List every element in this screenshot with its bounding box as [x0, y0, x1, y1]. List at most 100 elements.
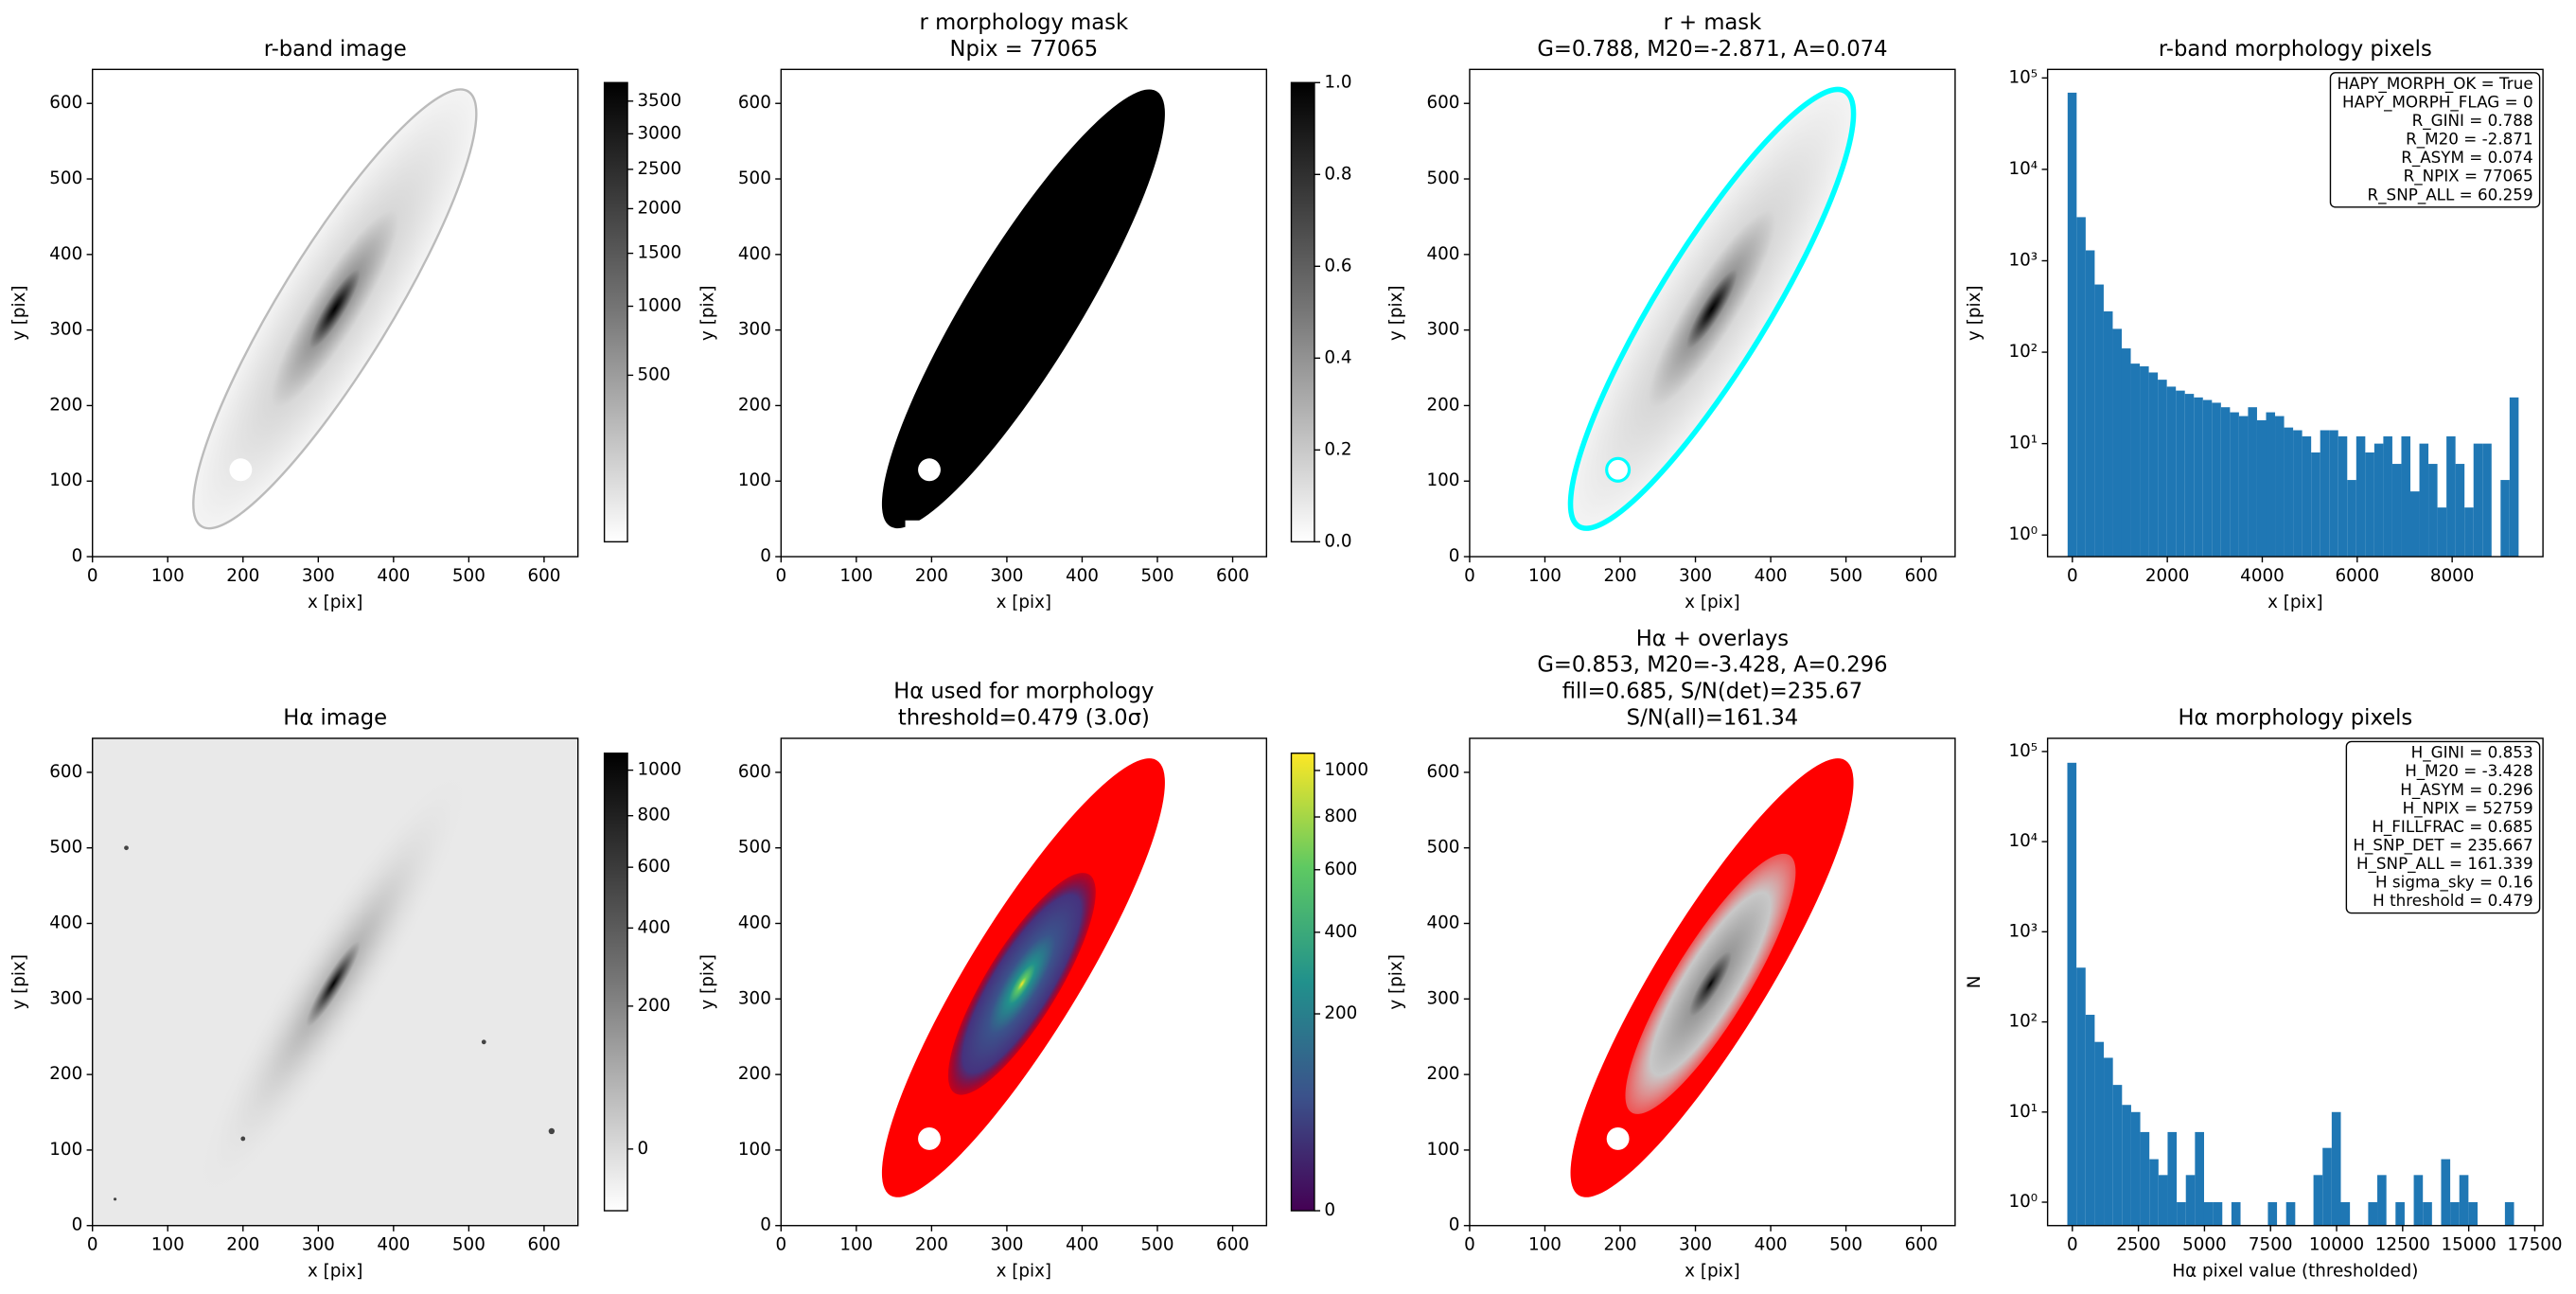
bar	[2437, 507, 2447, 558]
y-tick-label: 10¹	[2009, 434, 2038, 453]
y-tick-label: 200	[1427, 395, 1460, 415]
y-tick-label: 600	[738, 93, 771, 113]
bar	[2121, 348, 2131, 558]
axes-frame	[1469, 68, 1956, 558]
y-tick-label: 300	[49, 320, 82, 340]
x-tick-label: 2000	[2145, 566, 2190, 586]
y-tick-label: 600	[49, 93, 82, 113]
x-tick-label: 0	[1464, 566, 1475, 586]
y-tick-label: 0	[1449, 1215, 1460, 1235]
panel: 0 100 200 300 400 500 600 0 100 200 300 400 500 600 x …	[698, 10, 1352, 612]
x-axis-label: x [pix]	[2267, 593, 2323, 612]
x-tick-label: 200	[915, 1235, 948, 1255]
y-tick-label: 100	[49, 1140, 82, 1160]
core	[1625, 853, 1796, 1114]
bar	[2085, 1015, 2095, 1226]
panel-title: Hα image	[283, 706, 387, 731]
y-tick-label: 10⁵	[2009, 741, 2038, 761]
y-tick-label: 10³	[2009, 250, 2038, 270]
x-tick-label: 0	[2067, 566, 2078, 586]
stats-line: H threshold = 0.479	[2373, 891, 2532, 910]
bar	[2130, 1111, 2141, 1226]
bar	[2446, 435, 2456, 558]
y-tick-label: 100	[49, 470, 82, 490]
y-tick-label: 100	[738, 470, 771, 490]
colorbar-tick-label: 0	[638, 1139, 649, 1159]
bar	[2377, 1175, 2387, 1226]
stats-line: R_ASYM = 0.074	[2401, 148, 2532, 168]
x-tick-label: 200	[226, 566, 259, 586]
x-tick-label: 300	[1679, 1235, 1712, 1255]
colorbar-tick-label: 200	[1324, 1003, 1357, 1023]
x-tick-label: 8000	[2430, 566, 2475, 586]
galaxy	[197, 770, 469, 1198]
bar	[2482, 443, 2492, 558]
colorbar-tick-label: 600	[1324, 860, 1357, 879]
image	[1570, 758, 1854, 1197]
bar	[2122, 1105, 2131, 1226]
x-tick-label: 0	[775, 566, 786, 586]
colorbar	[603, 752, 628, 1212]
x-tick-label: 7500	[2249, 1235, 2293, 1255]
x-tick-label: 400	[1066, 566, 1099, 586]
bar	[2112, 328, 2122, 558]
colorbar-tick-label: 0.8	[1324, 164, 1351, 184]
image	[1567, 86, 1857, 531]
bar	[2202, 399, 2213, 558]
y-tick-label: 500	[1427, 168, 1460, 188]
x-tick-label: 300	[302, 566, 335, 586]
bar	[2320, 430, 2330, 558]
y-tick-label: 0	[72, 546, 83, 566]
x-tick-label: 500	[1141, 1235, 1174, 1255]
stats-line: H_M20 = -3.428	[2405, 761, 2532, 781]
bar	[2441, 1159, 2451, 1226]
bar	[2148, 372, 2159, 558]
bar	[2194, 397, 2203, 558]
bar	[2256, 419, 2267, 558]
bar	[2293, 430, 2303, 558]
y-tick-label: 100	[1427, 470, 1460, 490]
masked-star	[1606, 1126, 1630, 1150]
panel-title: G=0.788, M20=-2.871, A=0.074	[1537, 37, 1887, 62]
image-area	[92, 737, 578, 1226]
star	[124, 845, 129, 851]
panel-title: S/N(all)=161.34	[1627, 706, 1799, 731]
bar	[2347, 480, 2356, 558]
x-tick-label: 2500	[2116, 1235, 2161, 1255]
image	[192, 88, 478, 530]
y-tick-label: 400	[1427, 913, 1460, 933]
x-axis-label: Hα pixel value (thresholded)	[2172, 1262, 2418, 1282]
bar	[2104, 1057, 2113, 1226]
bar	[2401, 435, 2410, 558]
x-tick-label: 400	[377, 1235, 410, 1255]
y-tick-label: 300	[738, 988, 771, 1008]
panel-title: G=0.853, M20=-3.428, A=0.296	[1537, 653, 1887, 678]
mask-notch	[905, 520, 940, 535]
colorbar-tick-label: 2500	[638, 159, 682, 179]
stats-line: HAPY_MORPH_FLAG = 0	[2342, 93, 2533, 113]
y-tick-label: 100	[1427, 1140, 1460, 1160]
y-axis-label: y [pix]	[698, 954, 718, 1010]
panel: 0 2000 4000 6000 8000 10⁰ 10¹ 10² 10³ 10⁴ 10⁵ x [pi…	[1965, 37, 2544, 612]
stats-line: R_M20 = -2.871	[2406, 130, 2532, 150]
x-tick-label: 15000	[2442, 1235, 2497, 1255]
y-tick-label: 500	[1427, 838, 1460, 858]
x-tick-label: 100	[1528, 1235, 1561, 1255]
star	[240, 1136, 246, 1142]
bar	[2329, 430, 2338, 558]
colorbar-tick-label: 800	[638, 806, 671, 825]
stats-line: H_SNP_ALL = 161.339	[2356, 854, 2533, 874]
x-tick-label: 100	[839, 566, 873, 586]
image-area	[1570, 758, 1854, 1197]
y-tick-label: 600	[49, 762, 82, 782]
colorbar-tick-label: 600	[638, 857, 671, 877]
stats-line: R_NPIX = 77065	[2404, 167, 2533, 186]
bar	[2413, 1175, 2424, 1226]
bar	[2149, 1159, 2159, 1226]
y-tick-label: 0	[760, 546, 771, 566]
bar	[2177, 1202, 2186, 1226]
colorbar-tick-label: 1500	[638, 243, 682, 263]
bar	[2373, 443, 2384, 558]
bar	[2076, 967, 2086, 1226]
panel-title: Npix = 77065	[950, 37, 1099, 62]
